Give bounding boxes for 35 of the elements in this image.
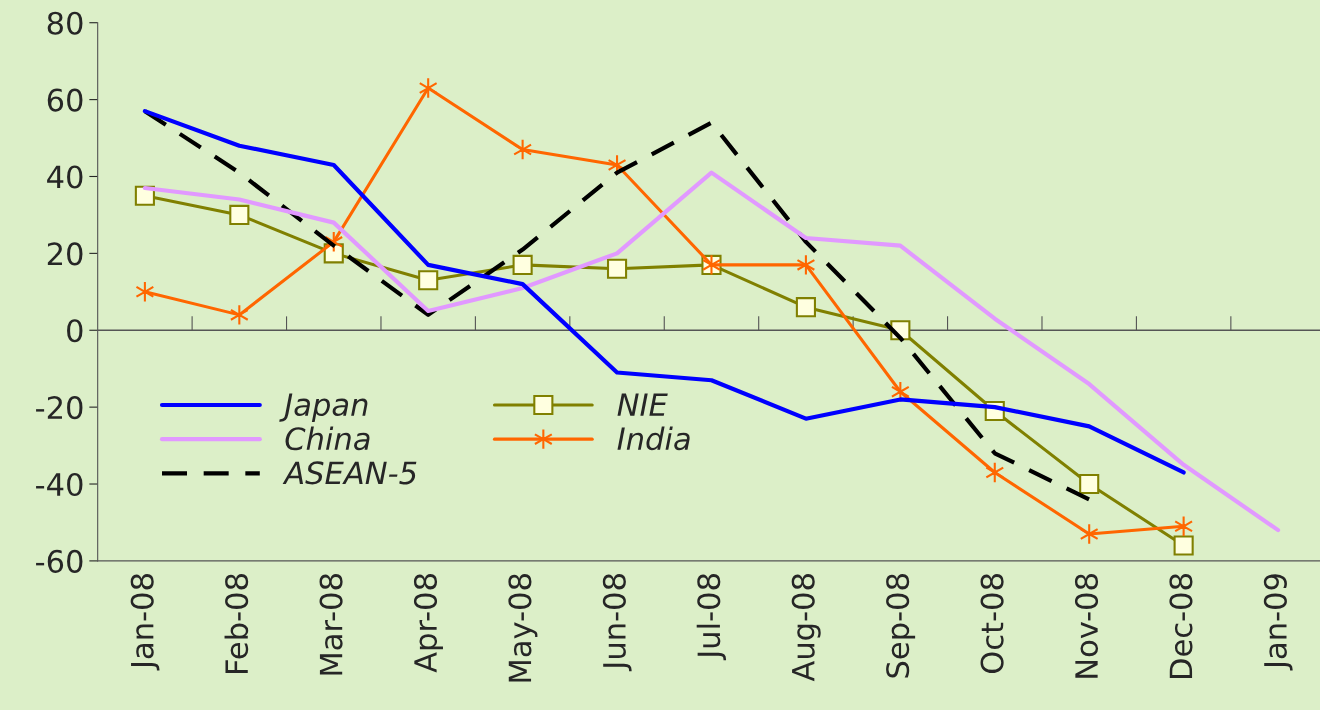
- x-tick-label: Sep-08: [886, 574, 916, 678]
- y-tick-label: 20: [47, 242, 83, 266]
- y-tick-label: 60: [47, 88, 83, 112]
- x-tick-label: Dec-08: [1169, 574, 1193, 679]
- point: [795, 297, 816, 318]
- legend-label: India: [617, 426, 690, 451]
- point: [1173, 535, 1194, 556]
- point: [1079, 523, 1099, 545]
- y-tick-label: -60: [36, 549, 83, 573]
- x-tick-label: Jan-09: [1263, 574, 1293, 671]
- legend-label: NIE: [617, 393, 668, 416]
- point: [135, 281, 155, 303]
- point: [512, 254, 533, 275]
- y-tick-label: 40: [47, 165, 83, 189]
- y-tick-label: 0: [67, 319, 83, 343]
- y-tick-label: -20: [36, 396, 83, 420]
- x-tick-label: Feb-08: [224, 574, 249, 674]
- point: [229, 204, 250, 225]
- point: [1079, 473, 1100, 495]
- legend-label: Japan: [279, 393, 368, 423]
- legend-label: China: [285, 426, 370, 451]
- point: [418, 270, 439, 291]
- x-tick-label: Apr-08: [413, 574, 443, 673]
- x-tick-label: May-08: [508, 574, 538, 682]
- x-tick-label: Jul-08: [696, 574, 727, 661]
- legend-label: ASEAN-5: [282, 461, 417, 485]
- x-tick-label: Mar-08: [319, 574, 343, 675]
- x-tick-label: Jun-08: [602, 574, 632, 672]
- point: [606, 258, 628, 279]
- y-tick-label: -40: [36, 472, 83, 497]
- x-tick-label: Nov-08: [1074, 574, 1099, 678]
- x-tick-label: Oct-08: [980, 574, 1004, 674]
- x-tick-label: Jan-08: [130, 574, 160, 671]
- y-tick-label: 80: [47, 11, 83, 35]
- x-tick-label: Aug-08: [791, 574, 821, 682]
